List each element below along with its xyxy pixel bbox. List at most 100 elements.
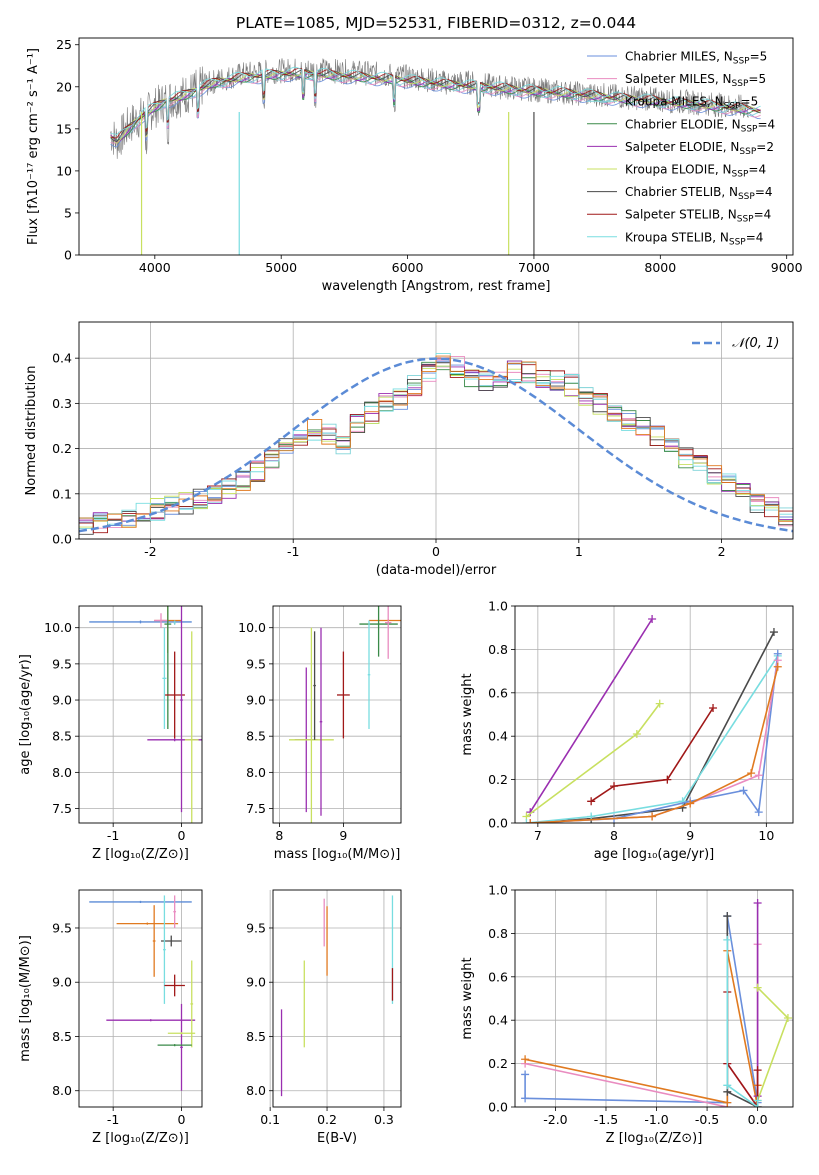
legend-entry-tail: =5: [750, 50, 768, 64]
y-tick-label: 25: [56, 37, 72, 52]
series-marker: [655, 699, 664, 708]
legend-entry: Salpeter MILES, NSSP=5: [625, 72, 766, 89]
plot-area: [110, 58, 761, 255]
y-tick-label: 9.5: [52, 656, 72, 671]
x-tick-label: 9000: [771, 260, 803, 275]
legend-entry-text: Salpeter ELODIE, N: [625, 140, 739, 154]
x-tick-label: 7000: [518, 260, 550, 275]
y-tick-label: 0.3: [52, 396, 72, 411]
legend-entry-tail: =4: [748, 163, 766, 177]
mass-vs-extinction-panel: 0.1 0.2 0.3 8.0 8.5 9.0 9.5 E(B-V): [246, 889, 402, 1146]
x-tick-label: -1: [287, 544, 299, 559]
errorbar-point: [184, 631, 199, 823]
y-tick-label: 8.0: [246, 765, 266, 780]
errorbar-point: [180, 1003, 183, 1091]
legend-entry-text: Salpeter STELIB, N: [625, 208, 737, 222]
y-tick-label: 0.6: [488, 685, 508, 700]
series-marker: [648, 615, 657, 624]
y-tick-label: 0.0: [488, 816, 508, 831]
series-marker: [632, 730, 641, 739]
series-marker: [723, 1081, 732, 1090]
x-axis-label: Z [log₁₀(Z/Z⊙)]: [92, 1131, 189, 1146]
axes-frame: -1 0 8.0 8.5 9.0 9.5: [52, 889, 203, 1127]
legend-entry-text: Chabrier ELODIE, N: [625, 117, 741, 131]
model-spectrum-chabrier-stelib: [110, 69, 761, 143]
x-tick-label: -2.0: [543, 1112, 567, 1127]
plot-area: [289, 606, 401, 823]
y-tick-label: 9.0: [52, 975, 72, 990]
axes-border: [78, 605, 203, 824]
errorbar-point: [162, 627, 167, 729]
x-tick-label: 0.2: [317, 1112, 337, 1127]
axes-frame: 7 8 9 10 0.0 0.2 0.4 0.6 0.8 1.0: [488, 599, 794, 843]
errorbar-point: [337, 651, 350, 739]
series-marker: [754, 808, 763, 817]
x-tick-label: 0.3: [374, 1112, 394, 1127]
axes-frame: 8 9 7.5 8.0 8.5 9.0 9.5 10.0: [238, 605, 402, 843]
x-tick-label: 6000: [392, 260, 424, 275]
y-tick-label: 9.0: [52, 693, 72, 708]
axes-border: [272, 605, 402, 824]
y-tick-label: 9.0: [246, 693, 266, 708]
legend-entry-subscript: SSP: [732, 79, 749, 89]
errorbar-point: [164, 974, 185, 997]
series-marker: [526, 819, 535, 823]
legend-entry-text: Kroupa MILES, N: [625, 95, 724, 109]
x-tick-label: 0: [178, 828, 186, 843]
model-spectrum-kroupa-stelib: [110, 66, 761, 136]
axes-frame: -2.0 -1.5 -1.0 -0.5 0.0 0.0 0.2 0.4 0.6 0.8 1.0: [488, 883, 794, 1127]
errorbar-point: [106, 1019, 196, 1022]
x-tick-label: 0: [432, 544, 440, 559]
series-marker: [723, 935, 732, 944]
axes-border: [272, 889, 402, 1108]
series-marker: [723, 1098, 732, 1107]
series-line: [526, 655, 779, 823]
series-marker: [686, 799, 695, 808]
legend-entry-tail: =5: [741, 95, 759, 109]
legend-entry: Salpeter STELIB, NSSP=4: [625, 208, 771, 225]
y-tick-label: 10.0: [44, 620, 72, 635]
legend: 𝒩(0, 1): [692, 336, 779, 351]
series-marker: [587, 797, 596, 806]
model-spectrum-salpeter-elodie: [110, 71, 761, 143]
y-axis-label: mass weight: [460, 957, 475, 1039]
y-tick-label: 10: [56, 163, 72, 178]
x-tick-label: 9: [339, 828, 347, 843]
legend-entry-tail: =4: [757, 117, 775, 131]
errorbar-point: [116, 922, 179, 925]
y-tick-label: 7.5: [246, 801, 266, 816]
y-tick-label: 0: [64, 248, 72, 263]
series-marker: [773, 662, 782, 671]
y-tick-label: 20: [56, 79, 72, 94]
series-marker: [521, 1094, 530, 1103]
axes-frame: -2 -1 0 1 2 0.0 0.1 0.2 0.3 0.4: [52, 321, 794, 559]
y-tick-label: 8.0: [246, 1083, 266, 1098]
residual-histogram-panel: -2 -1 0 1 2 0.0 0.1 0.2 0.3 0.4 (data-model)/error…: [24, 321, 794, 578]
y-tick-label: 8.0: [52, 1083, 72, 1098]
axes-frame: 4000 5000 6000 7000 8000 9000 0 5 10 15 20 25: [56, 37, 803, 275]
histogram-orange: [79, 355, 793, 528]
errorbar-point: [319, 627, 323, 816]
y-tick-label: 0.2: [52, 441, 72, 456]
series-marker: [610, 782, 619, 791]
legend-entry-text: Kroupa STELIB, N: [625, 230, 729, 244]
y-tick-label: 0.1: [52, 486, 72, 501]
axes-frame: -1 0 7.5 8.0 8.5 9.0 9.5 10.0: [44, 605, 203, 843]
errorbar-point: [173, 895, 177, 928]
legend-entry-tail: =2: [756, 140, 774, 154]
x-tick-label: 0: [178, 1112, 186, 1127]
y-tick-label: 9.5: [246, 920, 266, 935]
plot-area: [522, 615, 782, 823]
massweight-vs-metallicity-panel: -2.0 -1.5 -1.0 -0.5 0.0 0.0 0.2 0.4 0.6 0.8 1.0 Z […: [460, 883, 794, 1146]
x-axis-label: Z [log₁₀(Z/Z⊙)]: [606, 1131, 703, 1146]
legend-entry-subscript: SSP: [739, 147, 756, 157]
errorbar-point: [157, 1044, 192, 1047]
y-tick-label: 8.5: [52, 729, 72, 744]
age-vs-mass-panel: 8 9 7.5 8.0 8.5 9.0 9.5 10.0 mass [log₁₀(M/M⊙)]: [238, 605, 402, 862]
plot-area: [280, 895, 394, 1097]
axes-border: [514, 605, 794, 824]
x-tick-label: 5000: [265, 260, 297, 275]
y-tick-label: 0.4: [488, 1013, 508, 1028]
